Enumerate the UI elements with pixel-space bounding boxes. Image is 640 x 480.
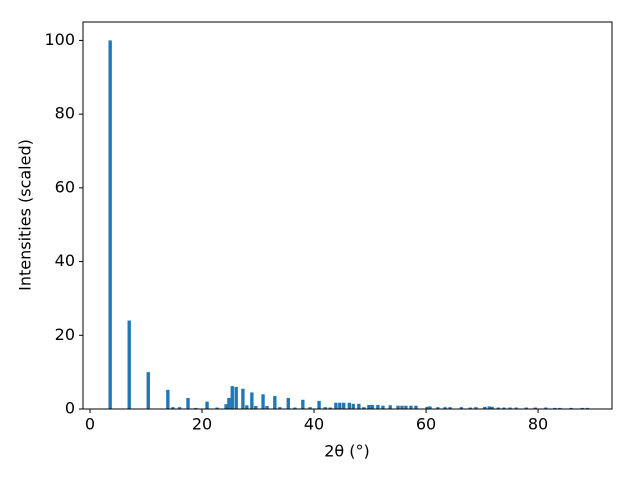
y-tick-label: 100 [44, 30, 75, 49]
bar [230, 386, 234, 409]
bar [245, 405, 249, 409]
y-tick-label: 0 [65, 399, 75, 418]
bar [301, 399, 305, 409]
y-tick-label: 60 [55, 177, 75, 196]
bar [524, 407, 528, 409]
bar [224, 404, 228, 409]
bar [254, 406, 258, 409]
bar [342, 402, 346, 409]
bar [227, 397, 231, 409]
bar [194, 407, 198, 409]
bar [448, 407, 452, 409]
bar [265, 406, 269, 409]
bar [334, 402, 338, 409]
plot-frame [82, 21, 613, 410]
bar [261, 394, 265, 409]
bar [177, 407, 182, 409]
bar [400, 405, 404, 409]
bar [533, 407, 537, 409]
bar [241, 388, 245, 409]
y-axis-label: Intensities (scaled) [16, 139, 35, 291]
bar [443, 407, 447, 409]
x-tick-label: 40 [304, 415, 324, 434]
bar [362, 407, 366, 409]
bar [323, 407, 327, 409]
bar [490, 406, 494, 409]
bar [508, 407, 512, 409]
bar [468, 407, 472, 409]
bar [459, 407, 464, 409]
bar [273, 396, 277, 409]
bar [474, 407, 478, 409]
bar [127, 320, 131, 409]
x-tick-label: 20 [192, 415, 212, 434]
bar [585, 407, 590, 409]
bar [502, 407, 506, 409]
bar [409, 405, 413, 409]
bar [558, 407, 562, 409]
bar [108, 40, 112, 410]
x-axis-label: 2θ (°) [324, 442, 370, 461]
bar [205, 401, 209, 409]
bar [367, 404, 371, 409]
bar [317, 400, 321, 409]
y-tick-label: 40 [55, 251, 75, 270]
bar [234, 386, 238, 409]
bar [351, 403, 355, 409]
bar [250, 392, 254, 409]
bar [428, 406, 432, 409]
bar [166, 389, 170, 409]
bar [514, 407, 518, 409]
y-tick-label: 20 [55, 325, 75, 344]
bar [381, 405, 385, 409]
bar [286, 397, 290, 409]
bar [388, 405, 392, 409]
bar [293, 407, 297, 409]
y-tick-label: 80 [55, 104, 75, 123]
bar [215, 407, 219, 409]
bar [544, 407, 548, 409]
bar [308, 407, 312, 409]
bar [338, 402, 342, 409]
bar [376, 404, 380, 409]
bar [328, 407, 332, 409]
bar [146, 372, 150, 409]
bar [496, 407, 500, 409]
x-tick-label: 80 [528, 415, 548, 434]
bar [553, 407, 557, 409]
bar [483, 406, 487, 409]
x-tick-label: 60 [416, 415, 436, 434]
bar [396, 405, 400, 409]
bar [186, 397, 190, 409]
bar [436, 407, 440, 409]
bar [580, 407, 584, 409]
x-tick-label: 0 [85, 415, 95, 434]
bar [357, 403, 361, 409]
bar [347, 402, 352, 409]
bar [487, 406, 492, 409]
bar [370, 404, 374, 409]
bar [425, 406, 429, 409]
bar [404, 405, 408, 409]
bar [414, 405, 418, 409]
bar [278, 407, 282, 409]
bar [171, 407, 175, 409]
bar [569, 407, 573, 409]
